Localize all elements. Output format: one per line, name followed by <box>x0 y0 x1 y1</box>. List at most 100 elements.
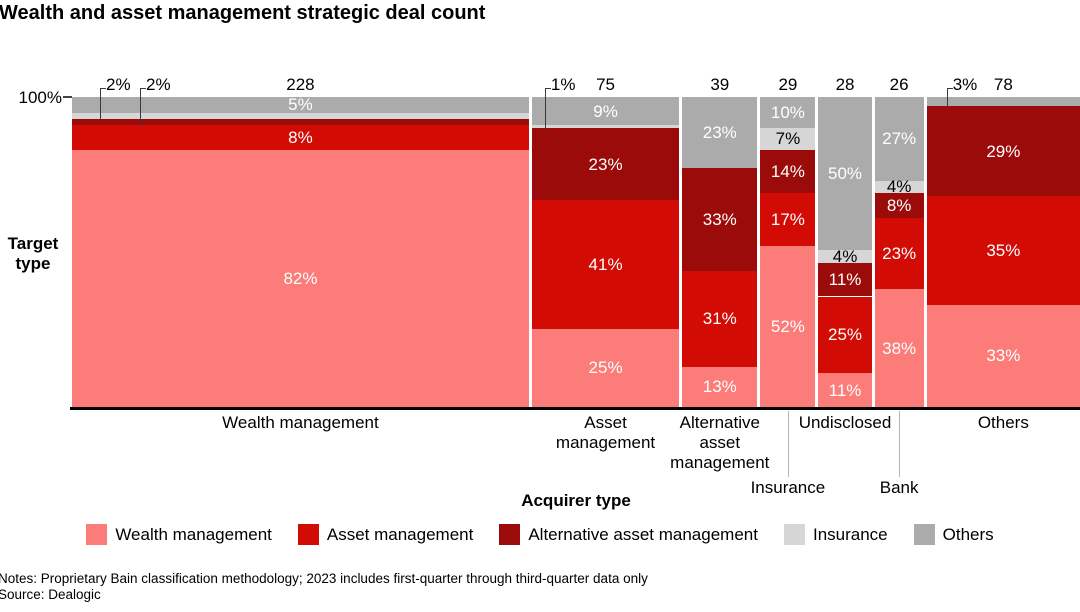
legend-item: Others <box>913 524 994 545</box>
y-axis-tick-label: 100% <box>18 88 62 107</box>
legend-swatch-icon <box>913 524 935 545</box>
column-count-label: 29 <box>778 75 798 94</box>
callout-leader-line <box>140 88 146 126</box>
legend-label: Others <box>942 524 994 544</box>
x-axis-line <box>70 407 1080 410</box>
category-leader-line <box>788 411 789 477</box>
callout-value-label: 2% <box>146 75 171 94</box>
segment-value-label: 14% <box>770 161 805 181</box>
mosaic-column: 5% 8% 82% <box>72 95 529 407</box>
mosaic-segment: 17% <box>760 193 816 246</box>
segment-value-label: 82% <box>283 269 318 289</box>
callout-value-label: 1% <box>550 75 576 94</box>
segment-value-label: 4% <box>886 177 912 197</box>
mosaic-segment: 33% <box>926 304 1080 407</box>
mosaic-segment: 7% <box>760 128 816 150</box>
segment-value-label: 7% <box>775 129 801 149</box>
segment-value-label: 33% <box>702 209 737 229</box>
mosaic-segment: 25% <box>818 296 872 374</box>
legend-item: Wealth management <box>86 524 272 545</box>
mosaic-segment: 23% <box>682 97 758 169</box>
legend-swatch-icon <box>499 524 521 545</box>
mosaic-segment <box>72 118 529 126</box>
mosaic-column: 27% 4% 8% 23% 38% <box>874 97 924 407</box>
x-axis-title: Acquirer type <box>521 491 631 510</box>
segment-value-label: 5% <box>288 95 313 115</box>
legend-label: Asset management <box>326 524 474 544</box>
callout-leader-line <box>100 88 106 120</box>
mosaic-segment: 4% <box>818 248 872 265</box>
segment-value-label: 11% <box>828 380 862 400</box>
callout-value-label: 2% <box>106 75 131 94</box>
segment-value-label: 23% <box>882 244 917 264</box>
mosaic-segment: 31% <box>682 270 758 367</box>
segment-value-label: 25% <box>588 358 623 378</box>
mosaic-segment: 33% <box>682 168 758 271</box>
column-count-label: 228 <box>286 75 315 94</box>
segment-value-label: 8% <box>886 195 912 215</box>
axis-category-label: Bank <box>879 478 919 497</box>
y-axis-tick-mark <box>63 96 72 98</box>
axis-category-label: Alternative asset management <box>670 413 770 472</box>
mosaic-segment: 27% <box>874 97 924 181</box>
mosaic-column: 29% 35% 33% <box>926 97 1080 407</box>
source-text: Source: Dealogic <box>0 587 101 602</box>
mosaic-segment: 9% <box>531 97 680 126</box>
mosaic-segment: 14% <box>760 149 816 194</box>
mosaic-segment: 52% <box>760 245 816 407</box>
mosaic-segment: 82% <box>72 150 529 407</box>
mosaic-segment: 50% <box>818 97 872 251</box>
callout-value-label: 3% <box>952 75 978 94</box>
legend-item: Alternative asset management <box>499 524 758 545</box>
mosaic-segment: 10% <box>760 97 816 128</box>
segment-value-label: 25% <box>828 325 863 345</box>
segment-value-label: 52% <box>770 316 805 336</box>
mosaic-segment <box>531 125 680 129</box>
segment-value-label: 50% <box>828 164 863 184</box>
column-count-label: 26 <box>889 75 909 94</box>
mosaic-segment: 25% <box>531 328 680 407</box>
segment-value-label: 35% <box>986 240 1021 260</box>
mosaic-segment: 41% <box>531 200 680 329</box>
axis-category-label: Wealth management <box>222 413 379 432</box>
segment-value-label: 38% <box>882 338 917 358</box>
mosaic-column: 23% 33% 31% 13% <box>682 97 758 407</box>
mosaic-column: 10% 7% 14% 17% 52% <box>760 97 816 407</box>
segment-value-label: 31% <box>702 309 737 329</box>
mosaic-segment: 38% <box>874 289 924 407</box>
axis-category-label: Undisclosed <box>798 413 892 432</box>
segment-value-label: 13% <box>702 377 737 397</box>
segment-value-label: 17% <box>770 209 805 229</box>
column-count-label: 28 <box>835 75 855 94</box>
mosaic-segment: 11% <box>818 373 872 407</box>
legend-label: Alternative asset management <box>528 524 758 544</box>
axis-category-label: Others <box>977 413 1029 432</box>
segment-value-label: 23% <box>588 154 623 174</box>
callout-leader-line <box>946 88 953 106</box>
mosaic-segment: 29% <box>926 106 1080 197</box>
mosaic-segment: 35% <box>926 196 1080 305</box>
legend-swatch-icon <box>783 524 805 545</box>
mosaic-segment <box>926 97 1080 107</box>
segment-value-label: 33% <box>986 346 1021 366</box>
legend: Wealth management Asset management Alterna… <box>0 524 1080 545</box>
axis-category-label: Insurance <box>750 478 826 497</box>
segment-value-label: 11% <box>828 270 862 290</box>
legend-swatch-icon <box>297 524 319 545</box>
category-leader-line <box>899 411 900 477</box>
legend-item: Insurance <box>783 524 888 545</box>
legend-item: Asset management <box>297 524 474 545</box>
segment-value-label: 10% <box>770 103 805 122</box>
segment-value-label: 9% <box>593 101 618 121</box>
mosaic-column: 50% 4% 11% 25% 11% <box>818 97 872 407</box>
segment-value-label: 27% <box>882 129 917 149</box>
mosaic-segment: 11% <box>818 262 872 297</box>
callout-leader-line <box>544 88 551 131</box>
mosaic-segment <box>72 112 529 119</box>
column-count-label: 39 <box>710 75 730 94</box>
segment-value-label: 23% <box>702 123 737 143</box>
legend-label: Insurance <box>812 524 888 544</box>
y-axis-title: Target type <box>7 234 59 273</box>
